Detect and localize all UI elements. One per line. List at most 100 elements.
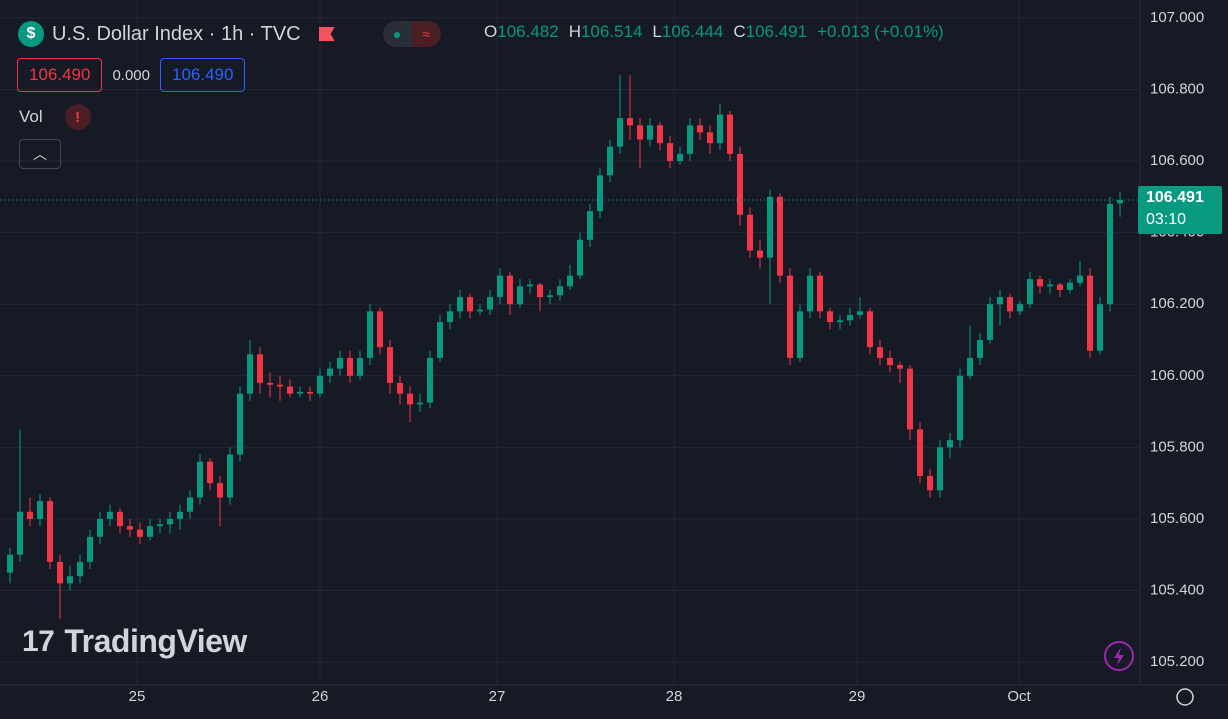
candle-body xyxy=(647,125,653,140)
candle-body xyxy=(797,311,803,358)
candle-body xyxy=(897,365,903,369)
y-tick-label: 105.200 xyxy=(1150,653,1204,670)
candle-body xyxy=(507,275,513,305)
trade-buttons: 106.490 0.000 106.490 xyxy=(17,58,246,92)
candle-body xyxy=(677,153,683,162)
candle-body xyxy=(147,526,153,537)
candle-body xyxy=(167,518,173,525)
symbol-header: $ U.S. Dollar Index · 1h · TVC ● ≈ xyxy=(18,18,441,50)
alert-bolt xyxy=(1114,647,1124,666)
low-value: 106.444 xyxy=(661,22,724,41)
candle-body xyxy=(97,518,103,537)
symbol-title[interactable]: U.S. Dollar Index · 1h · TVC xyxy=(52,22,301,45)
candle-body xyxy=(397,382,403,394)
candle-body xyxy=(527,284,533,287)
candle-body xyxy=(447,311,453,323)
candle-body xyxy=(567,275,573,287)
settings-icon[interactable] xyxy=(1176,688,1194,706)
candle-body xyxy=(807,275,813,312)
sell-button[interactable]: 106.490 xyxy=(17,58,103,92)
candle-body xyxy=(867,311,873,348)
candle-body xyxy=(267,382,273,385)
flag[interactable] xyxy=(318,27,335,41)
candle-body xyxy=(387,347,393,383)
candle-body xyxy=(27,511,33,519)
x-tick-label: 26 xyxy=(312,688,329,705)
buy-button[interactable]: 106.490 xyxy=(160,58,246,92)
h-label: H xyxy=(568,22,581,41)
candle-body xyxy=(1087,275,1093,351)
candle-body xyxy=(77,561,83,577)
candle-body xyxy=(587,211,593,240)
alert-icon[interactable] xyxy=(1104,641,1134,671)
x-tick-label: 29 xyxy=(849,688,866,705)
candle-body xyxy=(1037,279,1043,287)
candle-body xyxy=(637,125,643,140)
status-pill[interactable]: ● ≈ xyxy=(382,21,441,47)
candle-body xyxy=(357,357,363,376)
candle-body xyxy=(667,143,673,162)
candle-body xyxy=(627,118,633,126)
collapse-button[interactable]: ︿ xyxy=(19,139,61,169)
candle-body xyxy=(917,429,923,476)
candle-body xyxy=(157,524,163,527)
candle-body xyxy=(17,511,23,555)
candle-body xyxy=(277,384,283,387)
candle-body xyxy=(467,297,473,312)
y-tick-label: 106.200 xyxy=(1150,295,1204,312)
candle-body xyxy=(487,297,493,310)
candle-body xyxy=(67,576,73,584)
countdown: 03:10 xyxy=(1146,211,1187,229)
candle-body xyxy=(1017,304,1023,312)
candle-body xyxy=(247,354,253,394)
candle-body xyxy=(877,347,883,358)
o-label: O xyxy=(484,22,498,41)
candle-body xyxy=(837,320,843,323)
candle-body xyxy=(597,175,603,212)
candle-body xyxy=(737,153,743,215)
candle-body xyxy=(657,125,663,144)
candle-body xyxy=(547,295,553,298)
warning-icon[interactable]: ! xyxy=(64,104,91,130)
candle-body xyxy=(297,391,303,394)
candle-body xyxy=(327,368,333,376)
candle-body xyxy=(987,304,993,340)
candle-body xyxy=(537,284,543,298)
candle-body xyxy=(287,386,293,394)
candle-body xyxy=(237,393,243,455)
candle-body xyxy=(1027,279,1033,305)
x-tick-label: 25 xyxy=(129,688,146,705)
candle-body xyxy=(557,286,563,296)
ohlc-legend: O106.482 H106.514 L106.444 C106.491 +0.0… xyxy=(484,22,944,42)
candle-body xyxy=(957,375,963,441)
candle-body xyxy=(367,311,373,358)
change: +0.013 (+0.01%) xyxy=(817,22,944,41)
candle-body xyxy=(947,440,953,448)
candle-body xyxy=(687,125,693,154)
spread: 0.000 xyxy=(112,66,150,84)
y-tick-label: 105.600 xyxy=(1150,510,1204,527)
candle-body xyxy=(257,354,263,383)
candle-body xyxy=(37,501,43,519)
last-price-box: 106.491 03:10 xyxy=(1138,186,1222,235)
y-tick-label: 107.000 xyxy=(1150,9,1204,26)
candle-body xyxy=(1097,304,1103,351)
y-tick-label: 105.800 xyxy=(1150,438,1204,455)
candle-body xyxy=(477,309,483,312)
candle-body xyxy=(1067,282,1073,290)
candle-body xyxy=(727,114,733,154)
candle-body xyxy=(117,511,123,527)
candle-body xyxy=(1077,275,1083,283)
y-tick-label: 106.000 xyxy=(1150,367,1204,384)
y-tick-label: 106.600 xyxy=(1150,152,1204,169)
candle-body xyxy=(887,357,893,366)
candle-body xyxy=(747,214,753,251)
close-value: 106.491 xyxy=(745,22,808,41)
candle-body xyxy=(227,454,233,498)
c-label: C xyxy=(733,22,746,41)
candle-body xyxy=(47,501,53,562)
candle-body xyxy=(407,393,413,405)
candle-body xyxy=(927,475,933,491)
